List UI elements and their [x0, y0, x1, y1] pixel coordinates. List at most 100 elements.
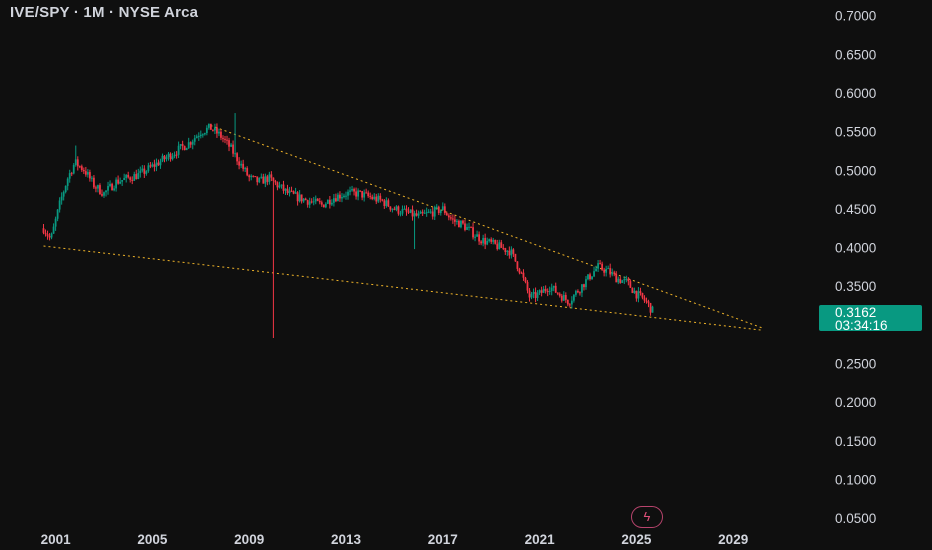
candle-body	[343, 195, 345, 198]
candle-body	[298, 194, 301, 202]
candle-body	[387, 200, 390, 207]
candle-body	[514, 253, 517, 262]
candle-body	[518, 268, 521, 273]
candle-body	[478, 234, 480, 242]
candle-body	[95, 187, 97, 189]
candle-body	[93, 177, 95, 188]
candle-body	[433, 207, 436, 217]
y-tick-label: 0.1500	[835, 434, 876, 449]
candle-body	[510, 249, 513, 256]
candle-body	[318, 200, 321, 203]
candle-body	[42, 228, 45, 233]
candle-body	[417, 213, 420, 216]
candle-body	[502, 247, 505, 249]
candle-body	[163, 155, 166, 160]
x-tick-label: 2001	[41, 532, 72, 547]
candle-body	[62, 192, 65, 197]
candle-body	[427, 211, 430, 213]
candle-body	[101, 194, 103, 196]
candle-body	[599, 263, 601, 265]
candle-body	[447, 215, 450, 218]
candle-body	[326, 199, 329, 204]
candle-body	[141, 168, 144, 171]
candle-body	[520, 272, 523, 274]
trendline[interactable]	[43, 245, 763, 331]
candle-body	[169, 153, 172, 160]
y-tick-label: 0.5500	[835, 125, 876, 140]
candle-body	[474, 236, 476, 238]
candle-body	[349, 190, 351, 192]
candle-body	[290, 190, 293, 192]
candle-body	[44, 232, 47, 235]
candle-body	[595, 268, 597, 272]
y-tick-label: 0.7000	[835, 9, 876, 24]
candle-body	[240, 163, 243, 166]
candle-body	[64, 185, 67, 193]
candle-body	[556, 292, 559, 294]
candle-body	[60, 196, 63, 201]
candle-body	[276, 182, 279, 188]
candle-body	[300, 194, 303, 202]
y-tick-label: 0.1000	[835, 472, 876, 487]
candle-body	[333, 198, 335, 203]
lightning-icon[interactable]: ϟ	[631, 506, 663, 528]
candle-body	[197, 136, 200, 138]
candle-body	[415, 213, 418, 216]
candle-body	[526, 282, 529, 291]
candle-body	[625, 278, 628, 280]
candle-body	[58, 200, 61, 210]
candle-body	[641, 293, 644, 298]
x-tick-label: 2029	[718, 532, 748, 547]
y-tick-label: 0.4500	[835, 202, 876, 217]
candle-body	[359, 190, 362, 192]
candle-body	[512, 249, 515, 254]
candle-body	[183, 146, 186, 151]
candle-body	[54, 218, 57, 227]
candle-body	[488, 239, 491, 241]
candle-body	[302, 198, 305, 202]
candle-body	[597, 263, 599, 269]
candle-body	[252, 175, 255, 177]
candle-body	[137, 173, 140, 180]
candle-body	[401, 209, 404, 214]
candle-body	[330, 202, 333, 205]
candle-body	[145, 171, 148, 174]
candle-body	[274, 180, 277, 183]
candle-body	[121, 180, 124, 182]
candle-body	[587, 274, 589, 280]
candle-body	[645, 300, 648, 302]
candle-body	[544, 288, 547, 291]
candle-body	[260, 176, 263, 178]
candle-body	[292, 191, 295, 194]
candle-body	[486, 240, 489, 245]
candle-body	[464, 223, 466, 230]
candle-body	[546, 290, 549, 292]
candle-body	[441, 206, 444, 211]
candle-body	[550, 287, 553, 292]
candle-body	[572, 294, 575, 301]
candle-body	[363, 192, 366, 198]
candle-body	[214, 127, 216, 131]
trendlines	[43, 124, 763, 331]
candle-body	[46, 234, 49, 237]
candle-body	[585, 279, 587, 288]
y-tick-label: 0.2000	[835, 395, 876, 410]
candle-body	[381, 199, 384, 201]
candle-body	[97, 185, 99, 189]
candle-body	[155, 162, 158, 167]
candle-body	[577, 291, 579, 293]
candle-body	[246, 168, 249, 176]
candle-body	[506, 250, 509, 252]
candles	[42, 113, 654, 338]
candle-body	[548, 291, 551, 293]
candle-body	[347, 191, 349, 196]
candle-body	[490, 239, 493, 242]
y-tick-label: 0.0500	[835, 511, 876, 526]
candle-body	[127, 174, 130, 178]
candle-body	[149, 165, 152, 167]
x-tick-label: 2017	[428, 532, 458, 547]
time-axis: 2001 2005 2009 2013 2017 2021 2025 2029	[41, 532, 749, 547]
candle-body	[314, 198, 317, 202]
candle-body	[341, 197, 343, 199]
